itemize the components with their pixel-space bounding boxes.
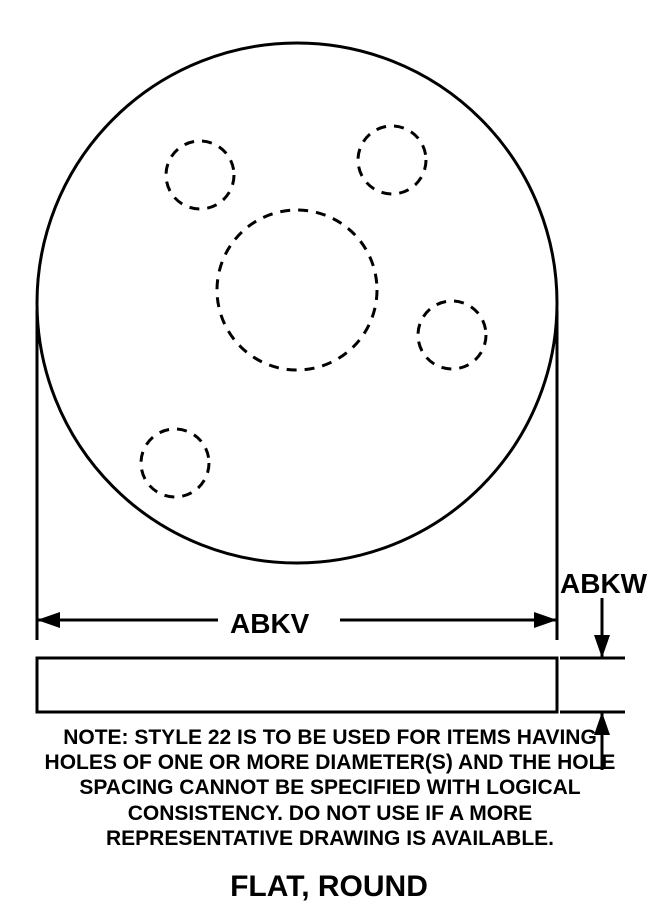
note-text: NOTE: STYLE 22 IS TO BE USED FOR ITEMS H…	[35, 725, 625, 851]
hole-circle-3	[418, 301, 486, 369]
hole-circle-1	[166, 141, 234, 209]
hole-circle-4	[141, 429, 209, 497]
abkw-label: ABKW	[560, 568, 647, 600]
abkv-arrow-left	[37, 612, 60, 628]
hole-circle-2	[358, 126, 426, 194]
abkv-arrow-right	[534, 612, 557, 628]
main-circle	[37, 43, 557, 563]
side-view-rect	[37, 658, 557, 712]
abkv-label: ABKV	[230, 608, 309, 640]
abkw-arrow-top	[594, 635, 610, 658]
center-hole-circle	[217, 210, 377, 370]
title-text: FLAT, ROUND	[0, 870, 658, 904]
diagram-container: ABKV ABKW NOTE: STYLE 22 IS TO BE USED F…	[0, 0, 658, 910]
